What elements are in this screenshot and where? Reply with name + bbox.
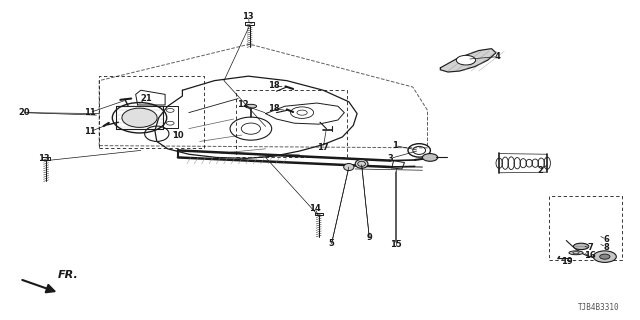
- Text: 5: 5: [328, 239, 335, 248]
- Text: FR.: FR.: [58, 270, 78, 280]
- Text: 18: 18: [268, 81, 280, 90]
- Text: 12: 12: [237, 100, 249, 109]
- Circle shape: [422, 154, 438, 161]
- Ellipse shape: [245, 104, 257, 108]
- Text: 2: 2: [538, 166, 544, 175]
- Text: 17: 17: [317, 143, 329, 152]
- Ellipse shape: [573, 252, 579, 254]
- Text: 15: 15: [390, 240, 401, 249]
- Text: 7: 7: [588, 244, 593, 252]
- Polygon shape: [440, 49, 496, 72]
- Text: 21: 21: [140, 94, 152, 103]
- Text: 16: 16: [584, 251, 596, 260]
- Text: 1: 1: [392, 141, 398, 150]
- Text: 11: 11: [84, 108, 95, 117]
- Text: 3: 3: [388, 154, 393, 163]
- Text: 19: 19: [561, 257, 572, 266]
- Text: 13: 13: [38, 154, 49, 163]
- Text: 11: 11: [84, 127, 95, 136]
- Text: 20: 20: [19, 108, 30, 117]
- Circle shape: [593, 251, 616, 262]
- Ellipse shape: [355, 159, 368, 168]
- Circle shape: [456, 55, 476, 65]
- Text: 4: 4: [495, 52, 501, 61]
- Circle shape: [600, 254, 610, 259]
- Text: 8: 8: [604, 243, 609, 252]
- Ellipse shape: [569, 251, 583, 255]
- Ellipse shape: [122, 108, 157, 127]
- Ellipse shape: [573, 243, 589, 250]
- Text: 9: 9: [367, 233, 372, 242]
- Text: 13: 13: [243, 12, 254, 21]
- Text: 6: 6: [603, 235, 609, 244]
- Text: 14: 14: [309, 204, 321, 213]
- Text: 18: 18: [268, 104, 280, 113]
- Ellipse shape: [344, 164, 354, 171]
- Text: TJB4B3310: TJB4B3310: [578, 303, 620, 312]
- Text: 10: 10: [172, 131, 184, 140]
